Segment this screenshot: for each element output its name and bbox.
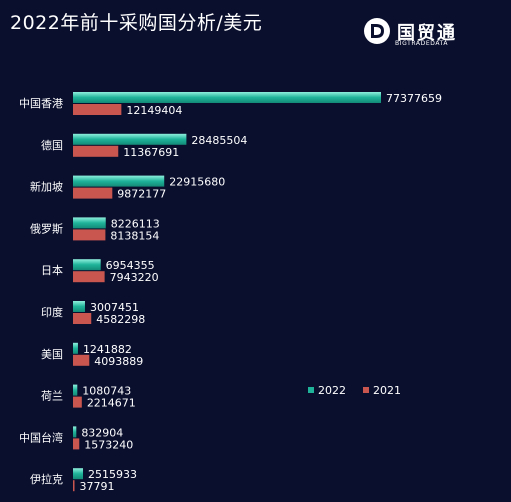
category-label: 新加坡 (30, 180, 63, 194)
data-label: 3007451 (90, 301, 139, 314)
category-label: 德国 (41, 138, 63, 152)
bar-2021 (73, 145, 119, 157)
bar-2021 (73, 480, 75, 492)
category-label: 美国 (41, 348, 63, 361)
logo-subtitle: BIGTRADEDATA (395, 40, 449, 47)
data-label: 1573240 (84, 438, 133, 451)
bar-2021 (73, 396, 82, 408)
data-label: 7943220 (110, 271, 159, 284)
data-label: 37791 (80, 480, 115, 493)
bar-2022 (73, 217, 106, 229)
category-label: 中国台湾 (19, 430, 63, 444)
data-label: 12149404 (126, 104, 182, 117)
legend-swatch-2022 (308, 387, 314, 393)
chart-title: 2022年前十采购国分析/美元 (10, 12, 263, 34)
data-label: 28485504 (191, 134, 247, 147)
legend-label: 2022 (318, 384, 346, 397)
bar-2022 (73, 468, 84, 480)
data-label: 6954355 (106, 259, 155, 272)
data-label: 8138154 (110, 229, 159, 242)
bar-2021 (73, 271, 105, 283)
bar-2021 (73, 313, 92, 324)
bar-2022 (73, 133, 187, 145)
logo-name: 国贸通 (397, 23, 457, 44)
data-label: 4093889 (94, 355, 143, 368)
category-label: 日本 (41, 263, 63, 277)
bar-2021 (73, 354, 90, 366)
logo-mark-icon (364, 18, 390, 44)
category-label: 中国香港 (19, 97, 63, 110)
data-label: 1080743 (82, 385, 131, 398)
category-label: 荷兰 (41, 390, 63, 403)
bar-2022 (73, 259, 101, 271)
legend-swatch-2021 (363, 387, 369, 393)
data-label: 1241882 (83, 343, 132, 356)
bar-2022 (73, 301, 85, 312)
data-label: 2214671 (87, 397, 136, 410)
brand-logo: 国贸通 BIGTRADEDATA (362, 16, 482, 52)
data-label: 77377659 (386, 92, 442, 105)
bar-2022 (73, 426, 77, 438)
data-label: 8226113 (111, 217, 160, 230)
bar-2021 (73, 104, 122, 115)
data-label: 22915680 (169, 176, 225, 189)
data-label: 2515933 (88, 468, 137, 481)
bar-2021 (73, 229, 106, 241)
bar-2022 (73, 342, 78, 354)
data-label: 4582298 (96, 313, 145, 326)
data-label: 9872177 (117, 188, 166, 201)
bar-2022 (73, 384, 78, 396)
category-label: 伊拉克 (30, 472, 63, 486)
bar-2022 (73, 175, 165, 187)
category-label: 印度 (41, 305, 63, 319)
bar-2021 (73, 187, 113, 199)
bar-2022 (73, 92, 381, 103)
data-label: 832904 (81, 426, 123, 439)
category-label: 俄罗斯 (30, 222, 63, 235)
data-label: 11367691 (123, 146, 179, 159)
bar-2021 (73, 438, 80, 450)
legend-label: 2021 (373, 384, 401, 397)
